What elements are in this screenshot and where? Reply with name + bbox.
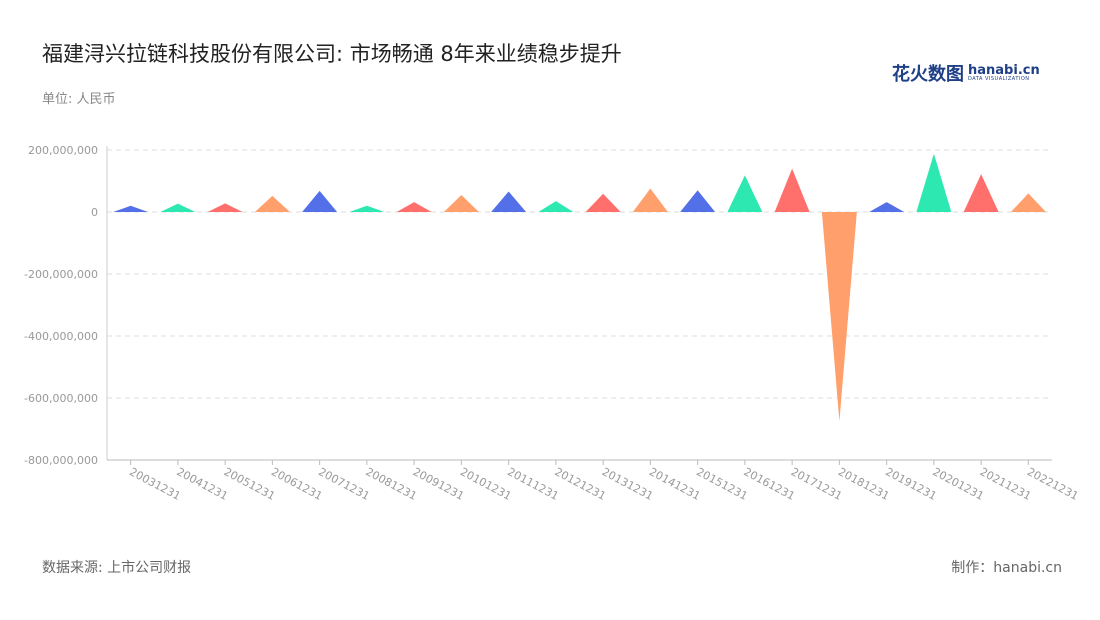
x-tick-label: 20181231 bbox=[836, 465, 892, 503]
x-tick-label: 20031231 bbox=[127, 465, 183, 503]
y-tick-label: -400,000,000 bbox=[24, 330, 98, 343]
triangle-bar bbox=[254, 195, 290, 212]
triangle-bar bbox=[680, 190, 716, 212]
x-tick-label: 20071231 bbox=[316, 465, 372, 503]
x-tick-label: 20081231 bbox=[363, 465, 419, 503]
x-tick-label: 20041231 bbox=[174, 465, 230, 503]
x-tick-label: 20091231 bbox=[411, 465, 467, 503]
y-tick-label: 0 bbox=[91, 206, 98, 219]
triangle-bar bbox=[727, 175, 763, 212]
x-tick-label: 20161231 bbox=[741, 465, 797, 503]
triangle-bar bbox=[538, 201, 574, 212]
triangle-bar bbox=[113, 205, 149, 212]
triangle-bar bbox=[869, 202, 905, 212]
triangle-bar bbox=[916, 153, 952, 212]
x-tick-label: 20221231 bbox=[1025, 465, 1081, 503]
x-tick-label: 20101231 bbox=[458, 465, 514, 503]
brand-logo: 花火数图 hanabi.cn DATA VISUALIZATION bbox=[892, 60, 1040, 86]
data-source: 数据来源: 上市公司财报 bbox=[42, 560, 192, 576]
logo-en-text: hanabi.cn bbox=[968, 63, 1040, 78]
x-tick-label: 20201231 bbox=[930, 465, 986, 503]
triangle-bar bbox=[349, 205, 385, 212]
unit-label: 单位: 人民币 bbox=[42, 92, 116, 107]
credit-label: 制作：hanabi.cn bbox=[951, 560, 1062, 576]
x-tick-label: 20121231 bbox=[552, 465, 608, 503]
x-tick-label: 20151231 bbox=[694, 465, 750, 503]
triangle-bar bbox=[1010, 193, 1046, 212]
triangle-bar bbox=[632, 188, 668, 212]
x-tick-label: 20051231 bbox=[222, 465, 278, 503]
triangle-bar bbox=[585, 193, 621, 212]
logo-sub-text: DATA VISUALIZATION bbox=[968, 76, 1030, 82]
triangle-bar bbox=[821, 212, 857, 422]
triangle-bar bbox=[491, 191, 527, 212]
y-tick-label: -600,000,000 bbox=[24, 392, 98, 405]
logo-cn-text: 花火数图 bbox=[892, 64, 964, 85]
triangle-bar bbox=[396, 202, 432, 212]
x-tick-label: 20171231 bbox=[789, 465, 845, 503]
x-tick-label: 20111231 bbox=[505, 465, 561, 503]
x-tick-label: 20191231 bbox=[883, 465, 939, 503]
x-tick-label: 20141231 bbox=[647, 465, 703, 503]
y-tick-label: -200,000,000 bbox=[24, 268, 98, 281]
triangle-bar bbox=[963, 174, 999, 212]
x-tick-label: 20061231 bbox=[269, 465, 325, 503]
chart-title: 福建浔兴拉链科技股份有限公司: 市场畅通 8年来业绩稳步提升 bbox=[42, 42, 622, 66]
triangle-bar bbox=[302, 190, 338, 212]
triangle-bar bbox=[207, 203, 243, 212]
triangle-bar bbox=[160, 203, 196, 212]
y-tick-label: -800,000,000 bbox=[24, 454, 98, 467]
x-tick-label: 20211231 bbox=[978, 465, 1034, 503]
y-tick-label: 200,000,000 bbox=[28, 144, 98, 157]
triangle-bar bbox=[443, 194, 479, 212]
triangle-bar bbox=[774, 168, 810, 212]
logo-en-block: hanabi.cn DATA VISUALIZATION bbox=[968, 64, 1040, 82]
x-tick-label: 20131231 bbox=[600, 465, 656, 503]
